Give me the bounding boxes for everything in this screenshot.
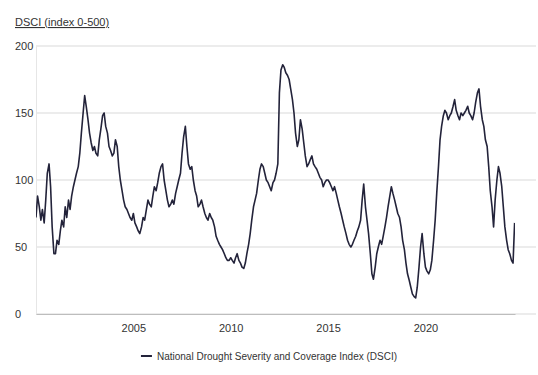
grid-line [36, 247, 536, 248]
x-axis-line [37, 314, 516, 315]
y-tick-label: 0 [15, 308, 21, 320]
x-tick-label: 2010 [219, 322, 243, 334]
y-tick: 150 [15, 107, 36, 119]
y-tick: 0 [15, 308, 36, 320]
y-tick: 100 [15, 174, 36, 186]
x-tick-label: 2015 [316, 322, 340, 334]
x-tick-label: 2020 [414, 322, 438, 334]
grid-line [36, 180, 536, 181]
x-tick: 2005 [122, 314, 146, 334]
grid [36, 46, 536, 314]
x-tick: 2010 [219, 314, 243, 334]
legend-swatch [141, 355, 152, 357]
legend-label: National Drought Severity and Coverage I… [157, 351, 397, 362]
y-axis-title: DSCI (index 0-500) [15, 16, 109, 28]
grid-line [36, 314, 536, 315]
y-tick-label: 50 [15, 241, 27, 253]
y-tick: 200 [15, 40, 36, 52]
legend: National Drought Severity and Coverage I… [141, 351, 397, 362]
plot-area [36, 65, 515, 298]
y-axis: 0 50 100 150 200 [15, 40, 37, 320]
x-tick-label: 2005 [122, 322, 146, 334]
y-tick-label: 200 [15, 40, 33, 52]
series-line [36, 65, 515, 298]
x-tick: 2015 [316, 314, 340, 334]
x-tick: 2020 [414, 314, 438, 334]
grid-line [36, 46, 536, 47]
chart: DSCI (index 0-500)0501001502002005201020… [0, 0, 538, 375]
y-axis-line [36, 47, 37, 315]
y-tick-label: 100 [15, 174, 33, 186]
y-tick: 50 [15, 241, 36, 253]
legend-item: National Drought Severity and Coverage I… [141, 351, 397, 362]
y-tick-label: 150 [15, 107, 33, 119]
x-axis: 2005 2010 2015 2020 [37, 314, 516, 334]
